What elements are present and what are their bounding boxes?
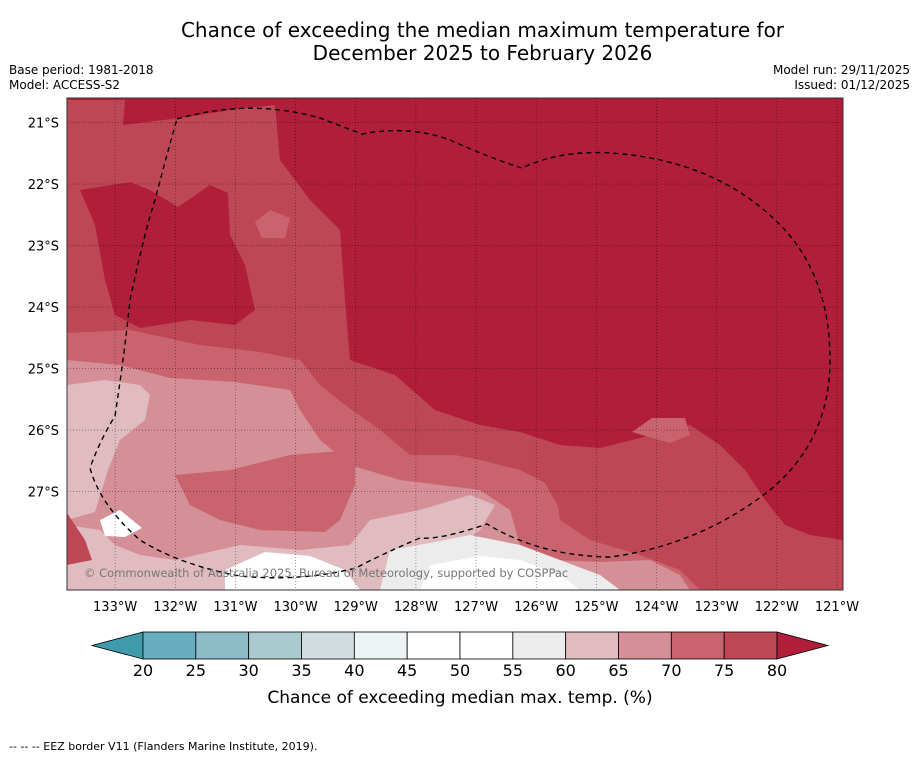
x-tick-label: 129°W: [334, 600, 378, 615]
y-axis: 21°S 22°S 23°S 24°S 25°S 26°S 27°S: [28, 117, 59, 501]
x-tick-label: 131°W: [213, 600, 257, 615]
chart-title: Chance of exceeding the median maximum t…: [0, 19, 919, 65]
y-tick-label: 26°S: [28, 424, 59, 439]
title-line-2: December 2025 to February 2026: [312, 41, 653, 65]
colorbar-tick-label: 65: [608, 661, 628, 680]
colorbar-tick-label: 40: [344, 661, 364, 680]
region-60-65: [67, 380, 150, 520]
colorbar-tick-label: 45: [397, 661, 417, 680]
x-tick-label: 121°W: [815, 600, 859, 615]
x-tick-label: 124°W: [634, 600, 678, 615]
x-tick-label: 123°W: [695, 600, 739, 615]
colorbar-tick-label: 70: [661, 661, 681, 680]
colorbar-tick-label: 35: [291, 661, 311, 680]
y-tick-label: 21°S: [28, 117, 59, 132]
copyright-text: © Commonwealth of Australia 2025, Bureau…: [84, 566, 568, 580]
region-70-75-south: [175, 450, 355, 532]
region-70-75-patch: [255, 210, 290, 238]
issued-date: Issued: 01/12/2025: [794, 78, 910, 92]
region-65-70: [67, 360, 690, 590]
x-tick-label: 133°W: [93, 600, 137, 615]
region-70-75-patch-east: [632, 418, 690, 443]
x-axis: 133°W 132°W 131°W 130°W 129°W 128°W 127°W 126°W…: [93, 600, 859, 615]
colorbar-tick-label: 75: [714, 661, 734, 680]
model-run: Model run: 29/11/2025: [772, 63, 910, 77]
colorbar-tick-label: 20: [133, 661, 153, 680]
region-45-50: [100, 510, 142, 537]
x-tick-label: 128°W: [394, 600, 438, 615]
region-75-80-south: [555, 480, 750, 590]
y-tick-label: 27°S: [28, 486, 59, 501]
colorbar-tick-label: 30: [238, 661, 258, 680]
colorbar-tick-label: 25: [186, 661, 206, 680]
colorbar-tick-label: 50: [450, 661, 470, 680]
y-tick-label: 22°S: [28, 178, 59, 193]
meta-left: Base period: 1981-2018 Model: ACCESS-S2: [9, 63, 154, 93]
base-period: Base period: 1981-2018: [9, 63, 154, 77]
title-line-1: Chance of exceeding the median maximum t…: [180, 18, 785, 42]
region-75-80-sw: [67, 513, 92, 565]
colorbar-tick-label: 80: [767, 661, 787, 680]
y-tick-label: 24°S: [28, 301, 59, 316]
x-tick-label: 122°W: [755, 600, 799, 615]
region-45-50-south: [420, 556, 580, 590]
x-tick-label: 132°W: [153, 600, 197, 615]
map-frame: [66, 97, 844, 591]
colorbar-label: Chance of exceeding median max. temp. (%…: [267, 688, 652, 708]
x-tick-label: 125°W: [574, 600, 618, 615]
x-tick-label: 130°W: [274, 600, 318, 615]
model-name: Model: ACCESS-S2: [9, 78, 121, 92]
eez-footnote: -- -- -- EEZ border V11 (Flanders Marine…: [9, 740, 318, 753]
region-gt80-west: [80, 182, 255, 328]
meta-right: Model run: 29/11/2025 Issued: 01/12/2025: [773, 63, 910, 93]
x-tick-label: 126°W: [514, 600, 558, 615]
grid-lines: [67, 98, 843, 590]
map-plot: © Commonwealth of Australia 2025, Bureau…: [28, 97, 859, 615]
y-tick-label: 25°S: [28, 363, 59, 378]
x-tick-label: 127°W: [454, 600, 498, 615]
region-50-55: [225, 552, 360, 590]
y-tick-label: 23°S: [28, 240, 59, 255]
colorbar-tick-label: 60: [555, 661, 575, 680]
colorbar-tick-label: 55: [503, 661, 523, 680]
